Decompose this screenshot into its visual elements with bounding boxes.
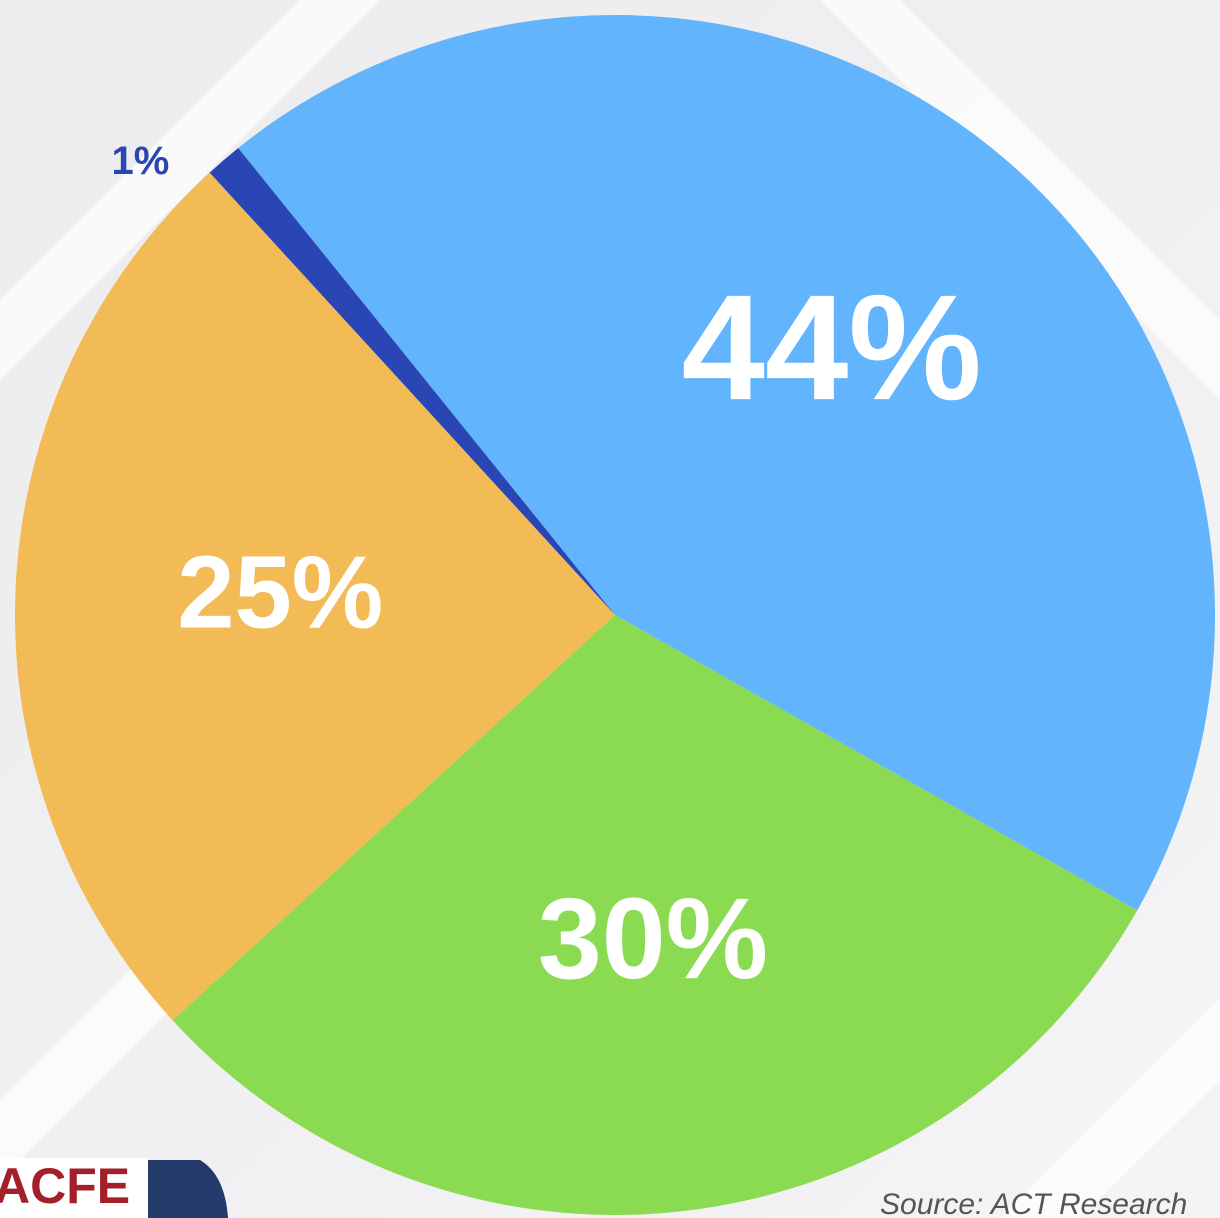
labels: 44% 30% 25% 1% <box>112 139 982 1003</box>
pie-slice <box>209 148 615 615</box>
data-label: 1% <box>112 139 170 183</box>
pie-slice <box>14 172 615 1021</box>
data-label: 25% <box>177 535 383 650</box>
data-label: 30% <box>538 875 768 1003</box>
data-label: 44% <box>682 263 982 431</box>
pie <box>14 14 1215 1216</box>
logo: ACFE <box>0 1158 228 1218</box>
logo-shape <box>140 1160 228 1218</box>
logo-text: ACFE <box>0 1158 130 1214</box>
logo-box <box>0 1158 148 1218</box>
source: Source: ACT Research <box>880 1188 1187 1218</box>
pie-slice <box>172 615 1138 1216</box>
pie-slice <box>238 14 1215 911</box>
